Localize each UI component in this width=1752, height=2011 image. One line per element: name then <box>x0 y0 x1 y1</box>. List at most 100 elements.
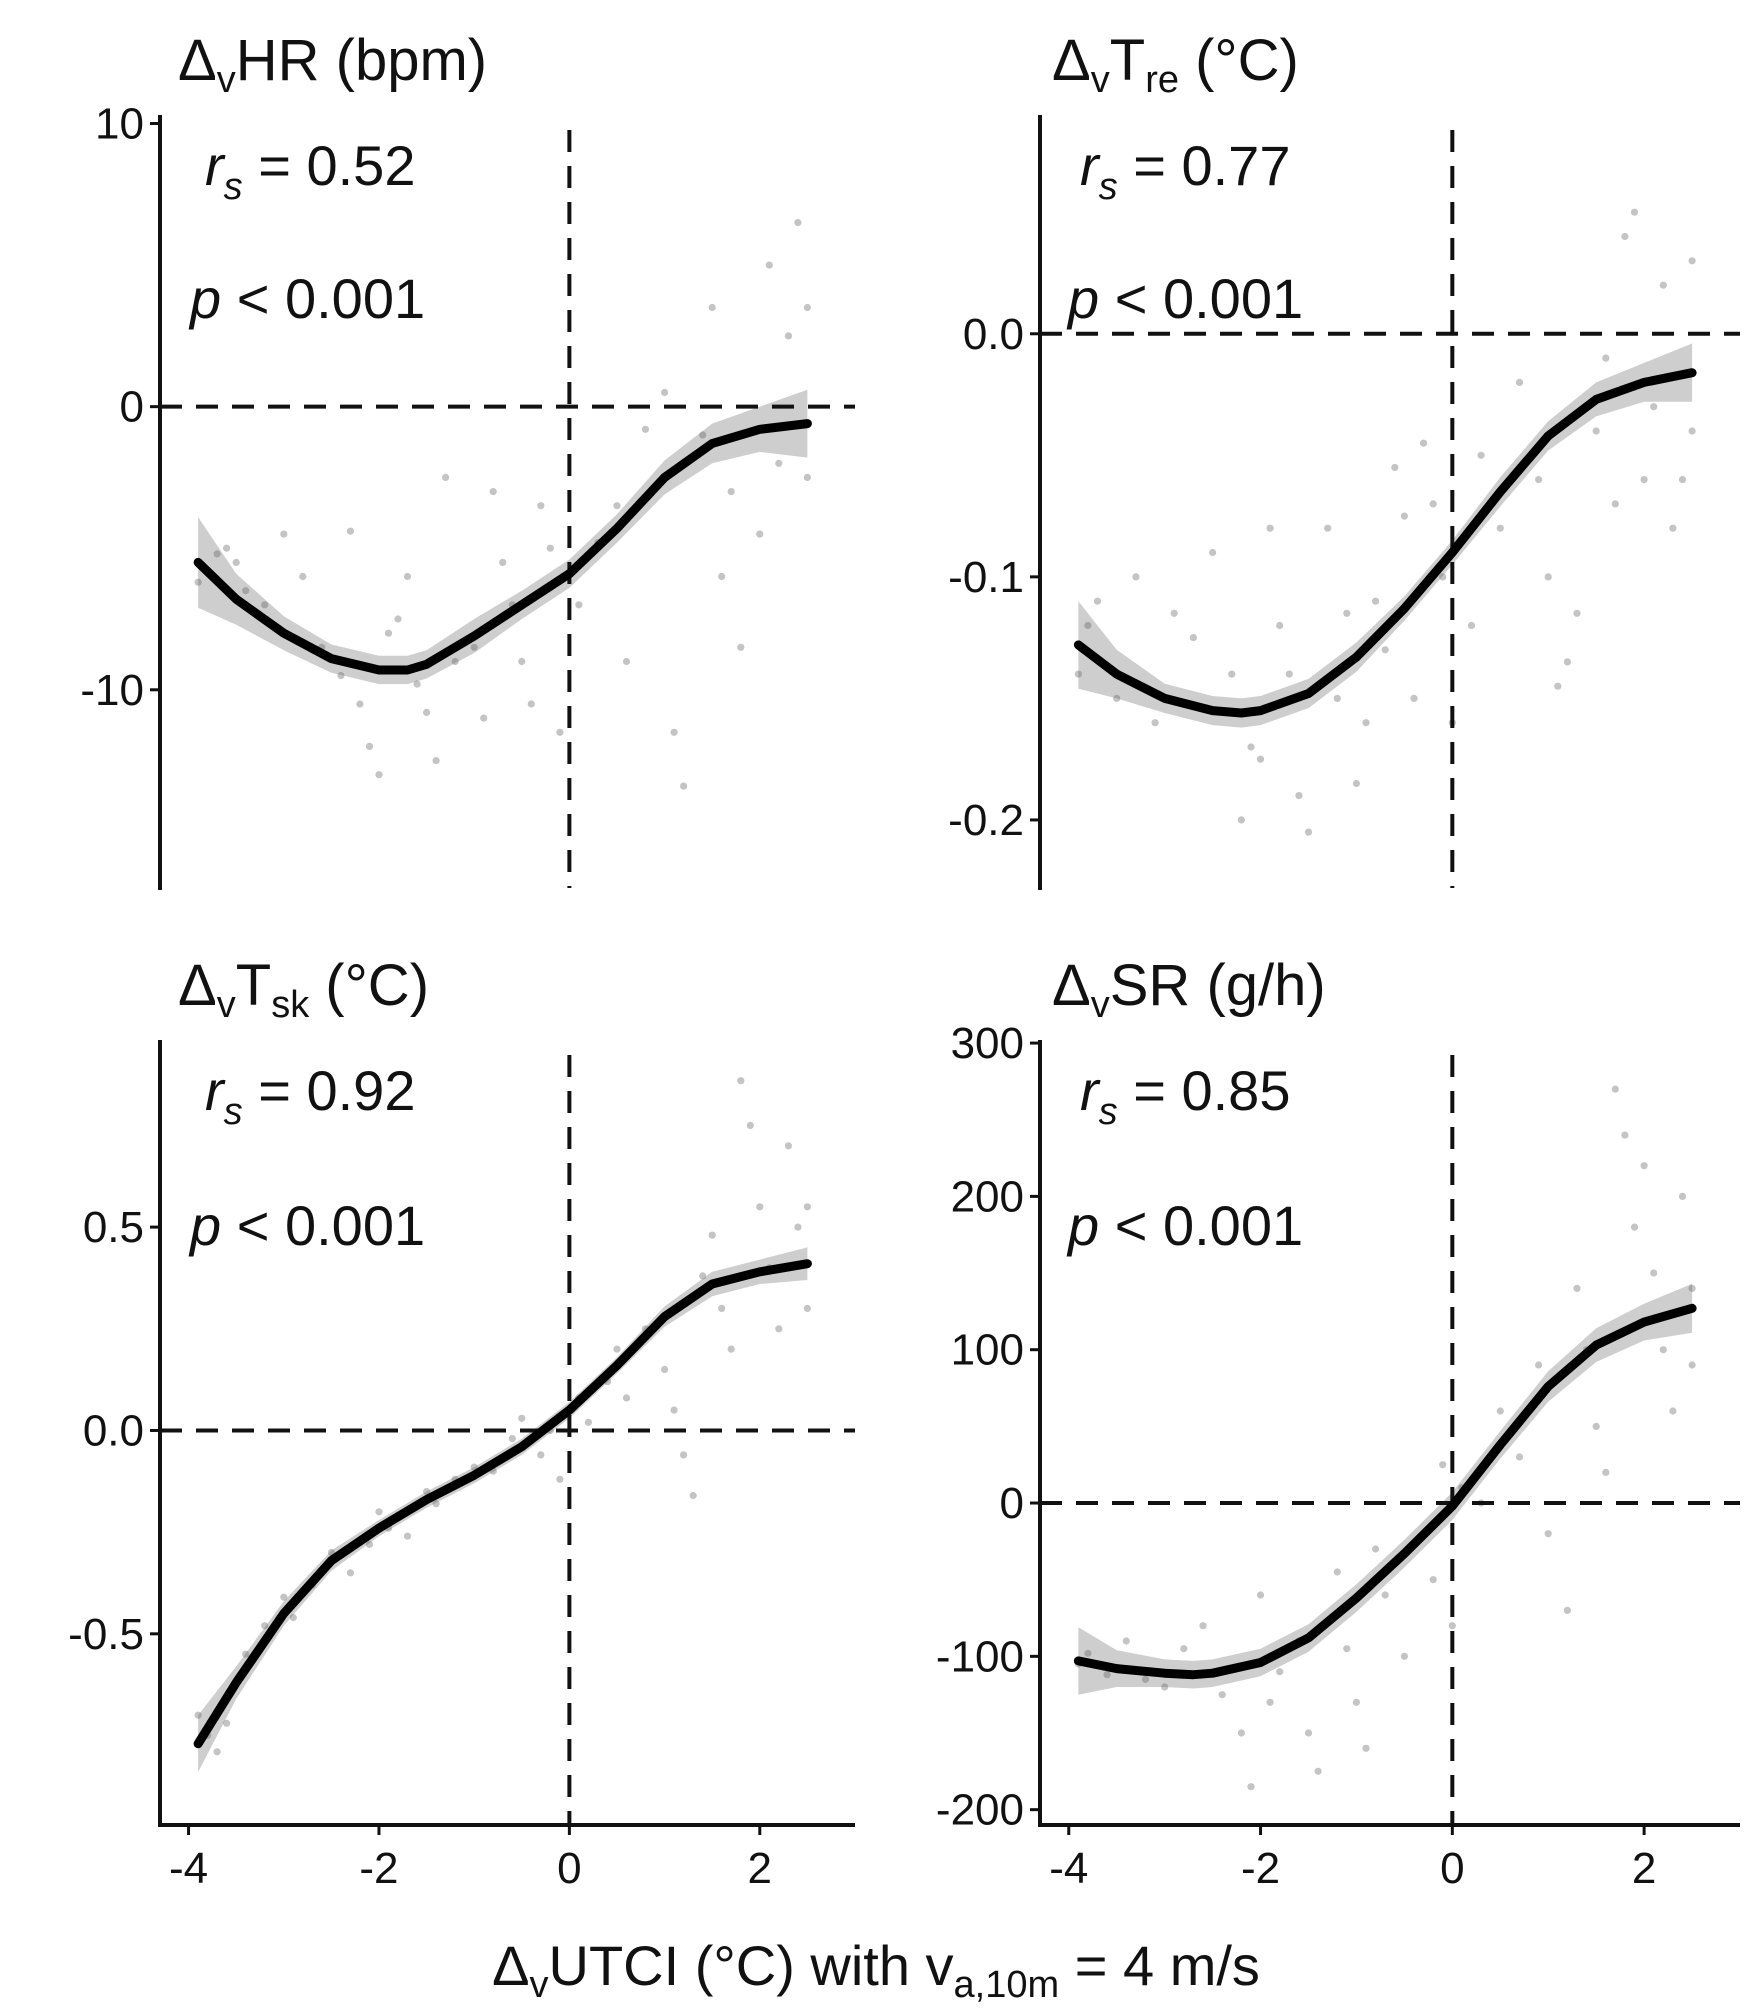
data-point <box>423 1487 431 1496</box>
data-point <box>356 700 364 708</box>
data-point <box>1563 1606 1571 1614</box>
data-point <box>194 578 202 586</box>
stat-r-tre: rs = 0.77 <box>1080 134 1290 208</box>
data-point <box>1256 1591 1265 1599</box>
data-point <box>403 572 412 581</box>
data-point <box>670 1406 678 1414</box>
y-tick-label: 10 <box>95 99 144 148</box>
x-tick-label: -2 <box>359 1844 398 1893</box>
data-point <box>1189 634 1197 642</box>
data-point <box>622 1394 631 1402</box>
panel-title-tre: ΔvTre (°C) <box>1052 28 1299 101</box>
data-point <box>508 1435 516 1443</box>
data-point <box>537 502 545 510</box>
data-point <box>680 782 688 790</box>
data-point <box>775 459 783 467</box>
data-point <box>803 303 812 312</box>
data-point <box>213 1748 221 1756</box>
data-point <box>670 728 678 736</box>
data-point <box>756 530 764 538</box>
data-point <box>546 544 554 552</box>
data-point <box>613 502 621 510</box>
data-point <box>1650 403 1658 411</box>
data-point <box>718 1304 726 1312</box>
data-point <box>1535 476 1543 484</box>
data-point <box>1343 1645 1351 1653</box>
panel-tre: ΔvTre (°C) 0.0 -0.1 -0.2 rs = 0.77 p < 0.0… <box>948 28 1740 890</box>
data-point <box>1103 1671 1111 1679</box>
y-tick-label: 0 <box>120 383 144 432</box>
y-tick-label: 0.5 <box>83 1203 144 1252</box>
data-point <box>1304 1729 1313 1737</box>
data-point <box>280 1593 288 1601</box>
data-point <box>1372 597 1380 605</box>
data-point <box>1688 427 1696 435</box>
data-point <box>1218 1691 1226 1699</box>
data-point <box>803 1304 812 1312</box>
panel-hr: ΔvHR (bpm) 10 0 -10 rs = 0.52 p < 0.001 <box>80 28 855 890</box>
data-point <box>1381 646 1389 654</box>
title-delta: Δ <box>178 28 217 93</box>
data-point <box>1074 670 1082 678</box>
data-point <box>1678 1192 1687 1200</box>
data-point <box>775 1325 783 1333</box>
x-axis-label: ΔvUTCI (°C) with va,10m = 4 m/s <box>492 1934 1260 2006</box>
stat-p-tre: p < 0.001 <box>1066 267 1303 330</box>
title-sub-v: v <box>217 59 236 101</box>
data-point <box>242 1650 250 1658</box>
data-point <box>261 1622 269 1630</box>
data-point <box>1141 1675 1150 1683</box>
data-point <box>527 700 535 708</box>
data-point <box>223 1719 231 1727</box>
data-point <box>1237 816 1245 824</box>
data-point <box>1544 1530 1552 1538</box>
data-point <box>1151 719 1159 727</box>
data-point <box>1592 1422 1600 1430</box>
data-point <box>661 1365 669 1374</box>
data-point <box>746 1121 754 1129</box>
data-point <box>413 680 421 688</box>
data-point <box>1199 1622 1207 1630</box>
data-point <box>1170 609 1178 617</box>
data-point <box>689 1491 697 1500</box>
data-point <box>499 558 507 567</box>
data-point <box>299 572 307 581</box>
data-point <box>1391 463 1399 472</box>
x-tick-label: 2 <box>1632 1844 1656 1893</box>
data-point <box>1669 1407 1677 1415</box>
data-point <box>1650 1269 1658 1277</box>
data-point <box>1266 524 1274 532</box>
svg-text:ΔvSR (g/h): ΔvSR (g/h) <box>1052 953 1326 1026</box>
data-point <box>699 1272 707 1280</box>
data-point <box>1535 1361 1543 1369</box>
data-point <box>1496 1407 1504 1415</box>
data-point <box>1621 1131 1629 1139</box>
data-point <box>1429 1576 1437 1584</box>
data-point <box>489 488 497 496</box>
data-point <box>1659 281 1667 289</box>
data-point <box>1372 1545 1380 1553</box>
panel-tsk: ΔvTsk (°C) 0.5 0.0 -0.5 -4 -2 0 2 rs = 0.92 p … <box>68 953 855 1893</box>
data-point <box>737 1077 745 1085</box>
data-point <box>784 1142 793 1150</box>
data-point <box>1237 1729 1245 1737</box>
panel-title-sr: ΔvSR (g/h) <box>1052 953 1326 1026</box>
data-point <box>1180 1645 1188 1653</box>
data-point <box>1448 1622 1456 1630</box>
data-point <box>794 219 802 227</box>
data-point <box>1285 670 1293 678</box>
data-point <box>1688 1284 1696 1292</box>
data-point <box>1640 1162 1648 1170</box>
y-tick-label: 100 <box>951 1326 1024 1375</box>
data-point <box>1084 621 1092 630</box>
data-point <box>1602 1468 1610 1476</box>
data-point <box>232 558 240 567</box>
data-point <box>375 1508 383 1516</box>
confidence-band <box>1078 343 1693 728</box>
data-point <box>765 261 773 269</box>
x-tick-label: 0 <box>557 1844 581 1893</box>
data-point <box>1678 476 1687 484</box>
data-point <box>1592 427 1600 435</box>
y-tick-label: -10 <box>80 666 144 715</box>
data-point <box>756 1203 764 1211</box>
